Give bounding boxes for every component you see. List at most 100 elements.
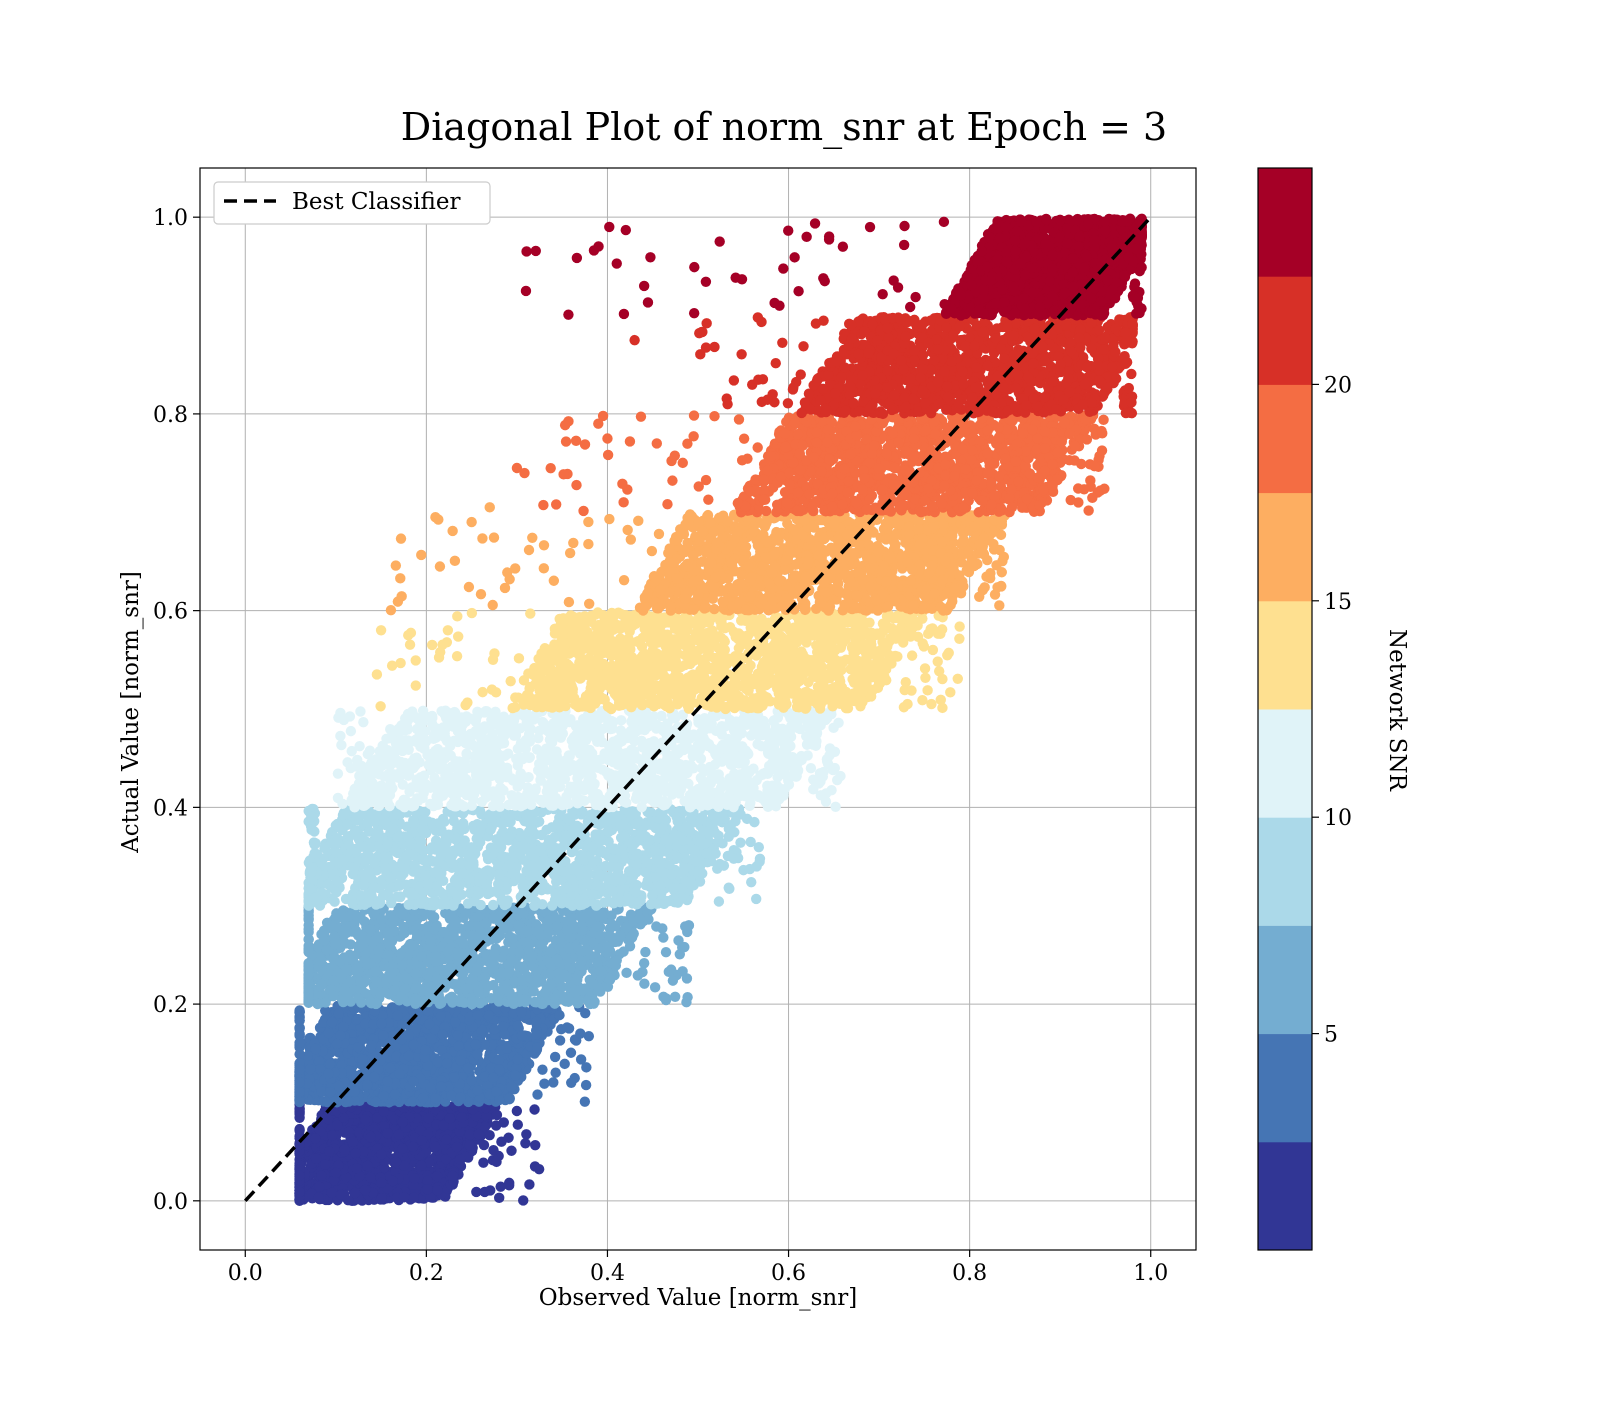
scatter-point	[518, 1195, 528, 1205]
scatter-point	[322, 945, 332, 955]
scatter-point	[408, 1040, 418, 1050]
scatter-point	[552, 921, 562, 931]
scatter-point	[452, 1142, 462, 1152]
scatter-point	[532, 1042, 542, 1052]
scatter-point	[442, 1058, 452, 1068]
scatter-point	[418, 1093, 428, 1103]
scatter-point	[400, 984, 410, 994]
scatter-point	[670, 992, 680, 1002]
scatter-point	[328, 954, 338, 964]
scatter-point	[327, 1017, 337, 1027]
scatter-point	[467, 996, 477, 1006]
scatter-point	[596, 966, 606, 976]
scatter-point	[507, 997, 517, 1007]
scatter-point	[491, 1087, 501, 1097]
scatter-point	[581, 1080, 591, 1090]
scatter-point	[360, 1114, 370, 1124]
scatter-point	[323, 1114, 333, 1124]
scatter-point	[489, 948, 499, 958]
scatter-point	[577, 985, 587, 995]
scatter-point	[371, 1097, 381, 1107]
scatter-point	[305, 1064, 315, 1074]
scatter-point	[621, 968, 631, 978]
scatter-point	[503, 1133, 513, 1143]
scatter-point	[389, 925, 399, 935]
scatter-point	[458, 938, 468, 948]
scatter-point	[303, 910, 313, 920]
scatter-point	[458, 997, 468, 1007]
scatter-point	[527, 951, 537, 961]
scatter-point	[608, 958, 618, 968]
scatter-point	[521, 1129, 531, 1139]
scatter-point	[451, 979, 461, 989]
scatter-point	[367, 937, 377, 947]
scatter-point	[532, 1089, 542, 1099]
scatter-point	[432, 1185, 442, 1195]
scatter-point	[455, 1092, 465, 1102]
scatter-point	[461, 908, 471, 918]
scatter-point	[532, 927, 542, 937]
scatter-point	[548, 1077, 558, 1087]
scatter-point	[394, 1069, 404, 1079]
scatter-point	[479, 1140, 489, 1150]
scatter-point	[327, 1130, 337, 1140]
scatter-point	[385, 1063, 395, 1073]
scatter-point	[339, 952, 349, 962]
scatter-point	[423, 1113, 433, 1123]
scatter-point	[425, 1083, 435, 1093]
scatter-point	[334, 1081, 344, 1091]
scatter-point	[294, 1124, 304, 1134]
scatter-point	[519, 964, 529, 974]
scatter-point	[294, 1015, 304, 1025]
scatter-point	[595, 930, 605, 940]
scatter-point	[425, 937, 435, 947]
scatter-point	[532, 973, 542, 983]
scatter-point	[425, 982, 435, 992]
scatter-point	[397, 909, 407, 919]
scatter-point	[658, 932, 668, 942]
scatter-point	[488, 1073, 498, 1083]
scatter-point	[530, 1140, 540, 1150]
scatter-point	[557, 982, 567, 992]
scatter-point	[513, 1021, 523, 1031]
scatter-point	[550, 1052, 560, 1062]
scatter-point	[438, 1030, 448, 1040]
scatter-point	[320, 1159, 330, 1169]
scatter-point	[514, 947, 524, 957]
scatter-point	[480, 1187, 490, 1197]
scatter-point	[513, 1054, 523, 1064]
snr-band-4	[303, 804, 765, 911]
scatter-point	[370, 966, 380, 976]
scatter-point	[294, 1038, 304, 1048]
scatter-point	[453, 1030, 463, 1040]
scatter-point	[377, 1193, 387, 1203]
scatter-point	[410, 968, 420, 978]
scatter-point	[332, 1120, 342, 1130]
scatter-point	[522, 926, 532, 936]
scatter-point	[376, 1149, 386, 1159]
scatter-point	[473, 1129, 483, 1139]
scatter-point	[606, 910, 616, 920]
scatter-point	[470, 1039, 480, 1049]
scatter-point	[316, 979, 326, 989]
scatter-point	[324, 1146, 334, 1156]
scatter-point	[615, 931, 625, 941]
scatter-point	[398, 928, 408, 938]
scatter-point	[634, 913, 644, 923]
scatter-point	[303, 920, 313, 930]
scatter-point	[378, 1030, 388, 1040]
scatter-point	[472, 1086, 482, 1096]
scatter-point	[505, 1093, 515, 1103]
scatter-point	[513, 1120, 523, 1130]
scatter-point	[489, 913, 499, 923]
scatter-point	[442, 946, 452, 956]
scatter-point	[529, 1104, 539, 1114]
scatter-point	[350, 1148, 360, 1158]
scatter-point	[661, 947, 671, 957]
scatter-point	[332, 1039, 342, 1049]
scatter-point	[366, 1132, 376, 1142]
scatter-point	[369, 1072, 379, 1082]
scatter-point	[450, 916, 460, 926]
